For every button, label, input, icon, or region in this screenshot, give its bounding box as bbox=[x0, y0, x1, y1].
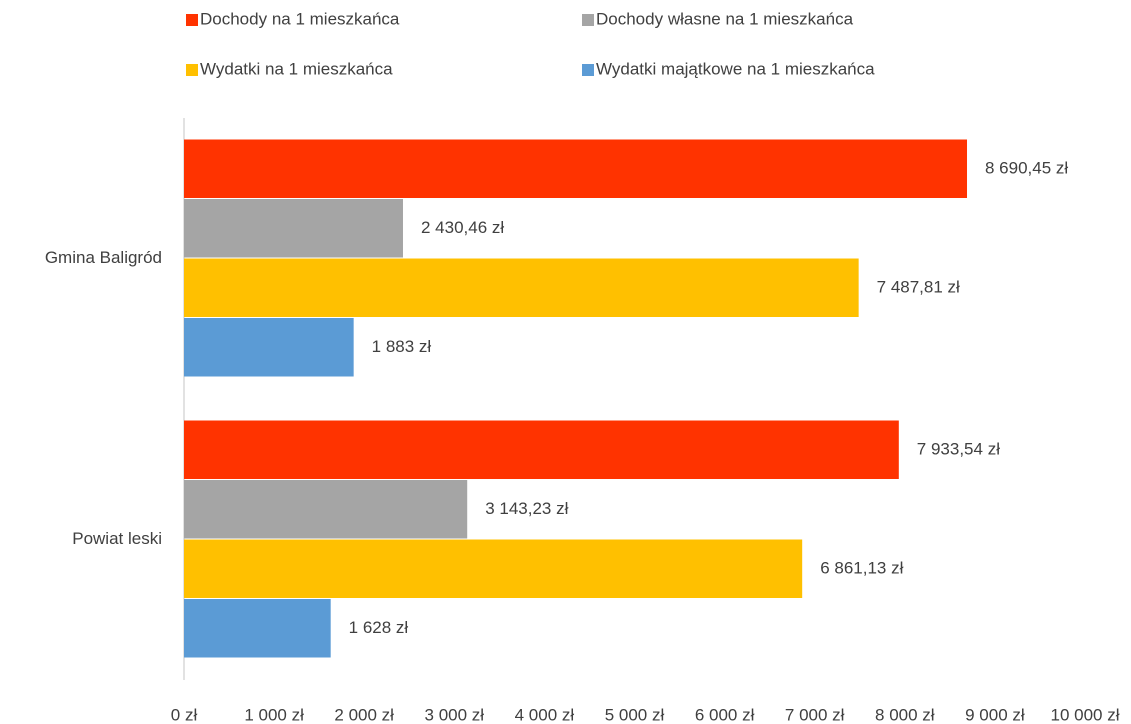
x-tick-label: 2 000 zł bbox=[334, 705, 394, 724]
bar bbox=[184, 258, 859, 317]
legend-label: Wydatki na 1 mieszkańca bbox=[200, 59, 393, 78]
x-tick-label: 7 000 zł bbox=[785, 705, 845, 724]
bar bbox=[184, 480, 468, 539]
data-label: 7 487,81 zł bbox=[877, 278, 960, 297]
x-tick-label: 9 000 zł bbox=[965, 705, 1025, 724]
x-tick-label: 3 000 zł bbox=[425, 705, 485, 724]
y-tick-label: Gmina Baligród bbox=[45, 248, 162, 267]
data-label: 7 933,54 zł bbox=[917, 440, 1000, 459]
data-label: 3 143,23 zł bbox=[485, 499, 568, 518]
x-tick-label: 6 000 zł bbox=[695, 705, 755, 724]
legend-label: Dochody na 1 mieszkańca bbox=[200, 9, 400, 28]
x-tick-label: 8 000 zł bbox=[875, 705, 935, 724]
legend-swatch bbox=[186, 64, 198, 76]
data-label: 1 883 zł bbox=[372, 337, 432, 356]
legend-label: Wydatki majątkowe na 1 mieszkańca bbox=[596, 59, 875, 78]
bar bbox=[184, 139, 968, 198]
bar bbox=[184, 599, 331, 658]
bar bbox=[184, 539, 803, 598]
legend-swatch bbox=[186, 14, 198, 26]
x-tick-label: 0 zł bbox=[171, 705, 198, 724]
data-label: 2 430,46 zł bbox=[421, 218, 504, 237]
legend-swatch bbox=[582, 14, 594, 26]
x-tick-label: 10 000 zł bbox=[1051, 705, 1120, 724]
x-tick-label: 1 000 zł bbox=[244, 705, 304, 724]
x-tick-label: 4 000 zł bbox=[515, 705, 575, 724]
legend-label: Dochody własne na 1 mieszkańca bbox=[596, 9, 854, 28]
bar bbox=[184, 420, 899, 479]
data-label: 1 628 zł bbox=[349, 618, 409, 637]
bar bbox=[184, 199, 403, 258]
data-label: 6 861,13 zł bbox=[820, 559, 903, 578]
y-tick-label: Powiat leski bbox=[72, 529, 162, 548]
bar bbox=[184, 318, 354, 377]
x-tick-label: 5 000 zł bbox=[605, 705, 665, 724]
legend-swatch bbox=[582, 64, 594, 76]
data-label: 8 690,45 zł bbox=[985, 159, 1068, 178]
